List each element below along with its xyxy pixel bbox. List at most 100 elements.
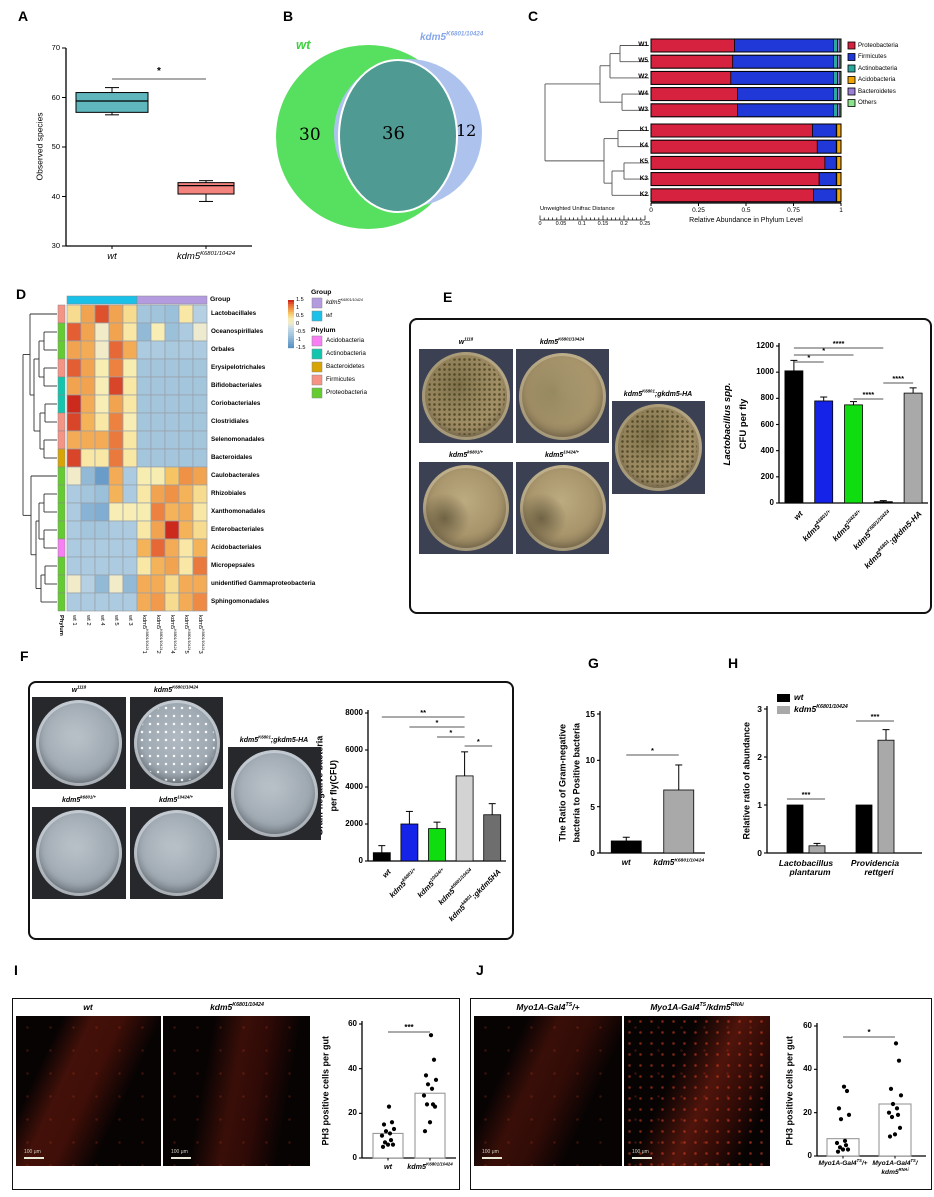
y-tick-label: 10	[585, 755, 595, 766]
legend-label: Firmicutes	[326, 376, 356, 383]
heatmap-cell	[122, 538, 138, 558]
bar-outline	[650, 188, 842, 203]
y-tick-label: 50	[51, 142, 60, 151]
colorbar-tick: -1.5	[296, 344, 306, 351]
heatmap-cell	[164, 466, 180, 486]
row-label: Bifidobacteriales	[211, 381, 262, 389]
colorbar-segment	[288, 344, 294, 347]
petri-dish	[133, 810, 220, 896]
column-label: kdm5K6801/104245	[183, 615, 191, 654]
heatmap-cell	[150, 340, 166, 360]
legend-swatch	[847, 99, 856, 107]
legend-swatch	[311, 297, 323, 309]
abundance-segment	[835, 172, 838, 186]
y-axis-label: Lactobacillus spp.	[722, 382, 734, 466]
y-tick-label: 60	[348, 1019, 357, 1028]
x-axis-label: Relative Abundance in Phylum Level	[689, 217, 803, 224]
heatmap-cell	[94, 358, 110, 378]
legend-label: wt	[326, 313, 332, 319]
heatmap-cell	[178, 556, 194, 576]
abundance-segment	[839, 54, 842, 69]
legend-label: Bacteroidetes	[858, 87, 896, 95]
x-category-label: plantarum	[789, 867, 831, 877]
heatmap-cell	[80, 502, 96, 522]
dish-label: kdm5K6801/10424	[539, 336, 585, 346]
colorbar-segment	[288, 304, 294, 307]
heatmap-cell	[164, 448, 180, 468]
colorbar-segment	[288, 318, 294, 321]
row-label: Acidobacteriales	[211, 543, 262, 551]
scale-bar-label: 100 μm	[482, 1149, 499, 1155]
legend-swatch	[847, 53, 856, 61]
panel-label-h: H	[728, 655, 739, 671]
x-category-label: kdm5K6801/10424	[407, 1161, 453, 1171]
column-label: wt 5	[113, 615, 119, 626]
heatmap-cell	[192, 304, 208, 324]
heatmap-cell	[80, 448, 96, 468]
abundance-segment	[833, 87, 838, 101]
legend-label: Firmicutes	[858, 53, 887, 60]
heatmap-cell	[108, 322, 124, 342]
y-tick-label: 70	[51, 43, 60, 52]
row-label: Micropepsales	[211, 561, 255, 569]
legend-swatch	[847, 87, 856, 96]
legend-label: Proteobacteria	[858, 41, 899, 49]
heatmap-cell	[122, 304, 138, 324]
heatmap-cell	[164, 376, 180, 396]
colorbar-segment	[288, 310, 294, 313]
abundance-segment	[836, 156, 842, 170]
legend-swatch	[847, 64, 856, 73]
colorbar-tick: 1.5	[296, 296, 304, 303]
y-tick-label: 1000	[756, 367, 774, 377]
heatmap-cell	[164, 394, 180, 414]
significance-label: *	[651, 745, 654, 755]
column-label: Phylum	[58, 615, 64, 636]
significance-label: ****	[832, 338, 845, 348]
heatmap-cell	[122, 556, 138, 576]
heatmap-cell	[178, 358, 194, 378]
fluorescence-image: 100 μm	[163, 1016, 310, 1166]
y-tick-label: 0	[352, 1153, 357, 1162]
x-tick-label: 0.25	[692, 207, 705, 214]
scale-bar-label: 100 μm	[171, 1149, 188, 1155]
heatmap-cell	[164, 430, 180, 450]
heatmap-cell	[136, 358, 152, 378]
sample-label: K3	[639, 174, 648, 182]
row-label: Clostridiales	[211, 417, 249, 425]
colorbar-segment	[288, 336, 294, 339]
heatmap-cell	[150, 304, 166, 324]
significance-label: ***	[404, 1022, 414, 1032]
heatmap-cell	[66, 430, 82, 450]
heatmap-cell	[136, 520, 152, 540]
abundance-segment	[833, 38, 838, 53]
scale-bar-label: 100 μm	[632, 1149, 649, 1155]
phylum-strip	[57, 502, 66, 522]
heatmap-cell	[108, 466, 124, 486]
heatmap-cell	[80, 556, 96, 576]
row-label: Oceanospirillales	[211, 327, 264, 335]
sample-label: W2	[638, 73, 648, 81]
y-tick-label: 40	[348, 1063, 357, 1073]
fluorescence-speckle	[163, 1016, 310, 1166]
row-label: Bacteroidales	[211, 453, 253, 461]
heatmap-cell	[94, 574, 110, 594]
heatmap-cell	[136, 412, 152, 432]
y-tick-label: 0	[757, 848, 762, 858]
y-tick-label: 20	[348, 1108, 357, 1118]
scale-tick-label: 0.25	[639, 221, 651, 227]
abundance-segment	[839, 103, 842, 118]
y-tick-label: 1	[757, 800, 762, 810]
heatmap-cell	[108, 358, 124, 378]
heatmap-cell	[192, 574, 208, 594]
heatmap-cell	[150, 538, 166, 558]
heatmap-cell	[178, 502, 194, 522]
heatmap-cell	[80, 304, 96, 324]
colorbar-segment	[288, 322, 294, 325]
venn-set-label: kdm5K6801/10424	[420, 30, 484, 43]
x-category-label: wt	[107, 251, 117, 262]
y-tick-label: 8000	[345, 708, 363, 717]
heatmap-cell	[178, 412, 194, 432]
heatmap-cell	[80, 412, 96, 432]
y-tick-label: 6000	[345, 745, 363, 754]
heatmap-cell	[136, 448, 152, 468]
